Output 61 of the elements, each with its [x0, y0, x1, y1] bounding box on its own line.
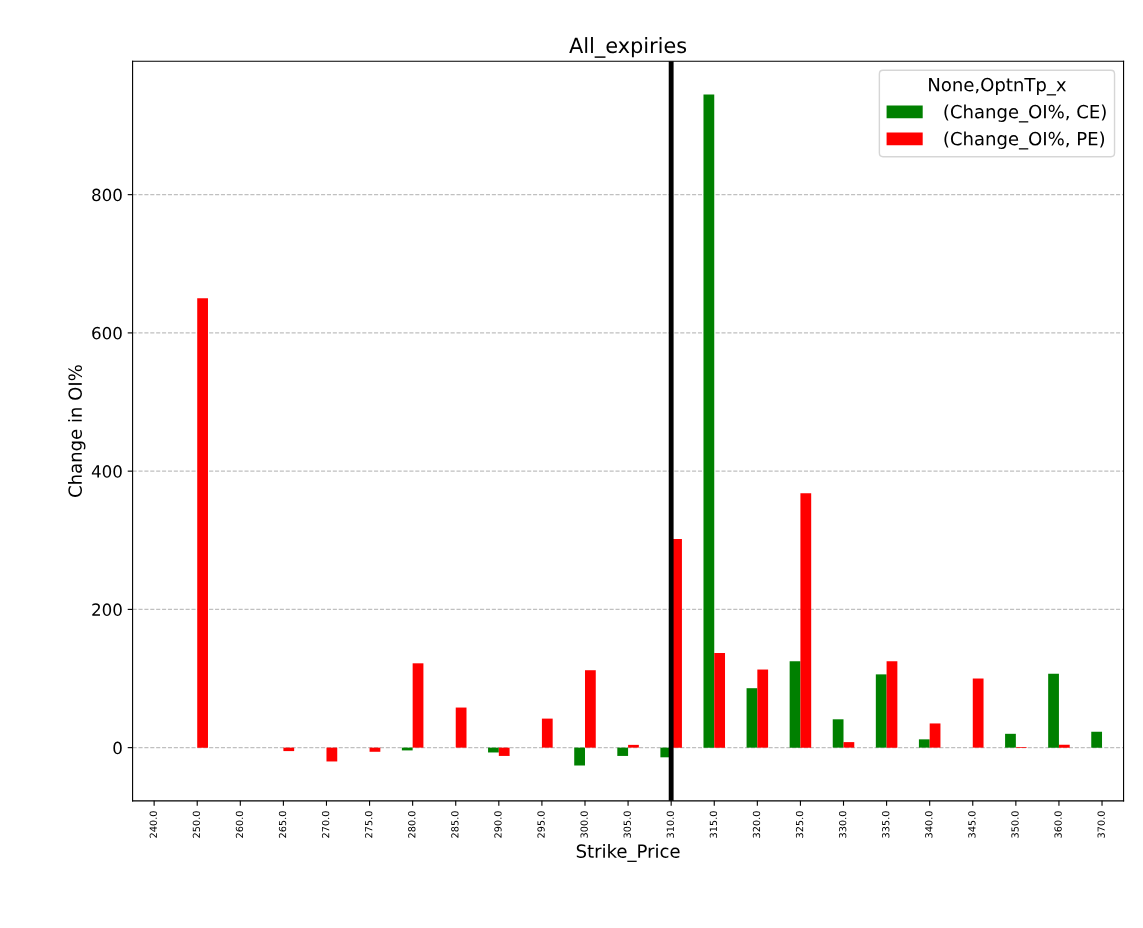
x-tick-label: 310.0 [666, 811, 674, 838]
bar [1048, 673, 1059, 748]
x-tick-label: 320.0 [752, 811, 761, 838]
x-tick-label: 325.0 [795, 811, 804, 838]
x-tick-label: 240.0 [149, 811, 157, 838]
bar [703, 94, 715, 748]
x-tick-label: 285.0 [451, 811, 459, 838]
x-tick-label: 250.0 [192, 811, 201, 838]
y-tick-label: 0 [113, 741, 122, 755]
x-tick-label: 360.0 [1054, 811, 1062, 838]
y-tick-label: 600 [92, 326, 122, 340]
bar [197, 298, 208, 748]
legend-label: (Change_OI%, PE) [944, 131, 1105, 150]
bar [628, 744, 639, 748]
bar [929, 723, 941, 748]
bar [541, 718, 553, 748]
bar [886, 661, 898, 748]
bar [800, 493, 812, 748]
bar [584, 670, 596, 748]
x-tick-label: 280.0 [408, 811, 416, 838]
bar [972, 678, 984, 748]
y-axis-title: Change in OI% [68, 365, 86, 497]
x-tick-label: 265.0 [278, 811, 287, 838]
x-axis-title: Strike_Price [576, 843, 680, 862]
bar [875, 674, 887, 748]
bar [617, 747, 629, 756]
bar [757, 669, 769, 748]
x-tick-label: 275.0 [365, 811, 373, 838]
x-tick-label: 335.0 [882, 811, 890, 838]
x-tick-label: 340.0 [925, 811, 933, 838]
legend-title: None,OptnTp_x [929, 77, 1066, 96]
bar [789, 661, 801, 748]
y-tick-label: 400 [91, 465, 122, 478]
bar [832, 719, 844, 748]
legend-label: (Change_OI%, CE) [944, 104, 1106, 123]
x-tick-label: 315.0 [709, 811, 718, 838]
x-tick-label: 300.0 [580, 811, 588, 838]
bar [326, 747, 338, 762]
bar [746, 688, 758, 748]
y-tick-label: 800 [92, 188, 122, 202]
bar [1005, 733, 1016, 748]
x-tick-label: 305.0 [623, 811, 631, 838]
chart-title: All_expiries [569, 37, 687, 58]
bar [574, 747, 585, 766]
x-tick-label: 260.0 [235, 811, 244, 838]
x-tick-label: 350.0 [1011, 811, 1019, 838]
bar [1058, 744, 1070, 748]
x-tick-label: 295.0 [537, 811, 545, 838]
bar [455, 707, 467, 748]
x-tick-label: 290.0 [494, 811, 502, 838]
bar [1091, 731, 1103, 748]
bar [918, 739, 930, 748]
bar [714, 652, 726, 748]
y-tick-label: 200 [92, 603, 122, 616]
bar [412, 663, 424, 748]
x-tick-label: 330.0 [838, 811, 847, 838]
x-tick-label: 370.0 [1097, 811, 1105, 838]
x-tick-label: 270.0 [321, 811, 330, 838]
bar [843, 742, 855, 748]
x-tick-label: 345.0 [968, 811, 976, 838]
bar [498, 747, 510, 756]
